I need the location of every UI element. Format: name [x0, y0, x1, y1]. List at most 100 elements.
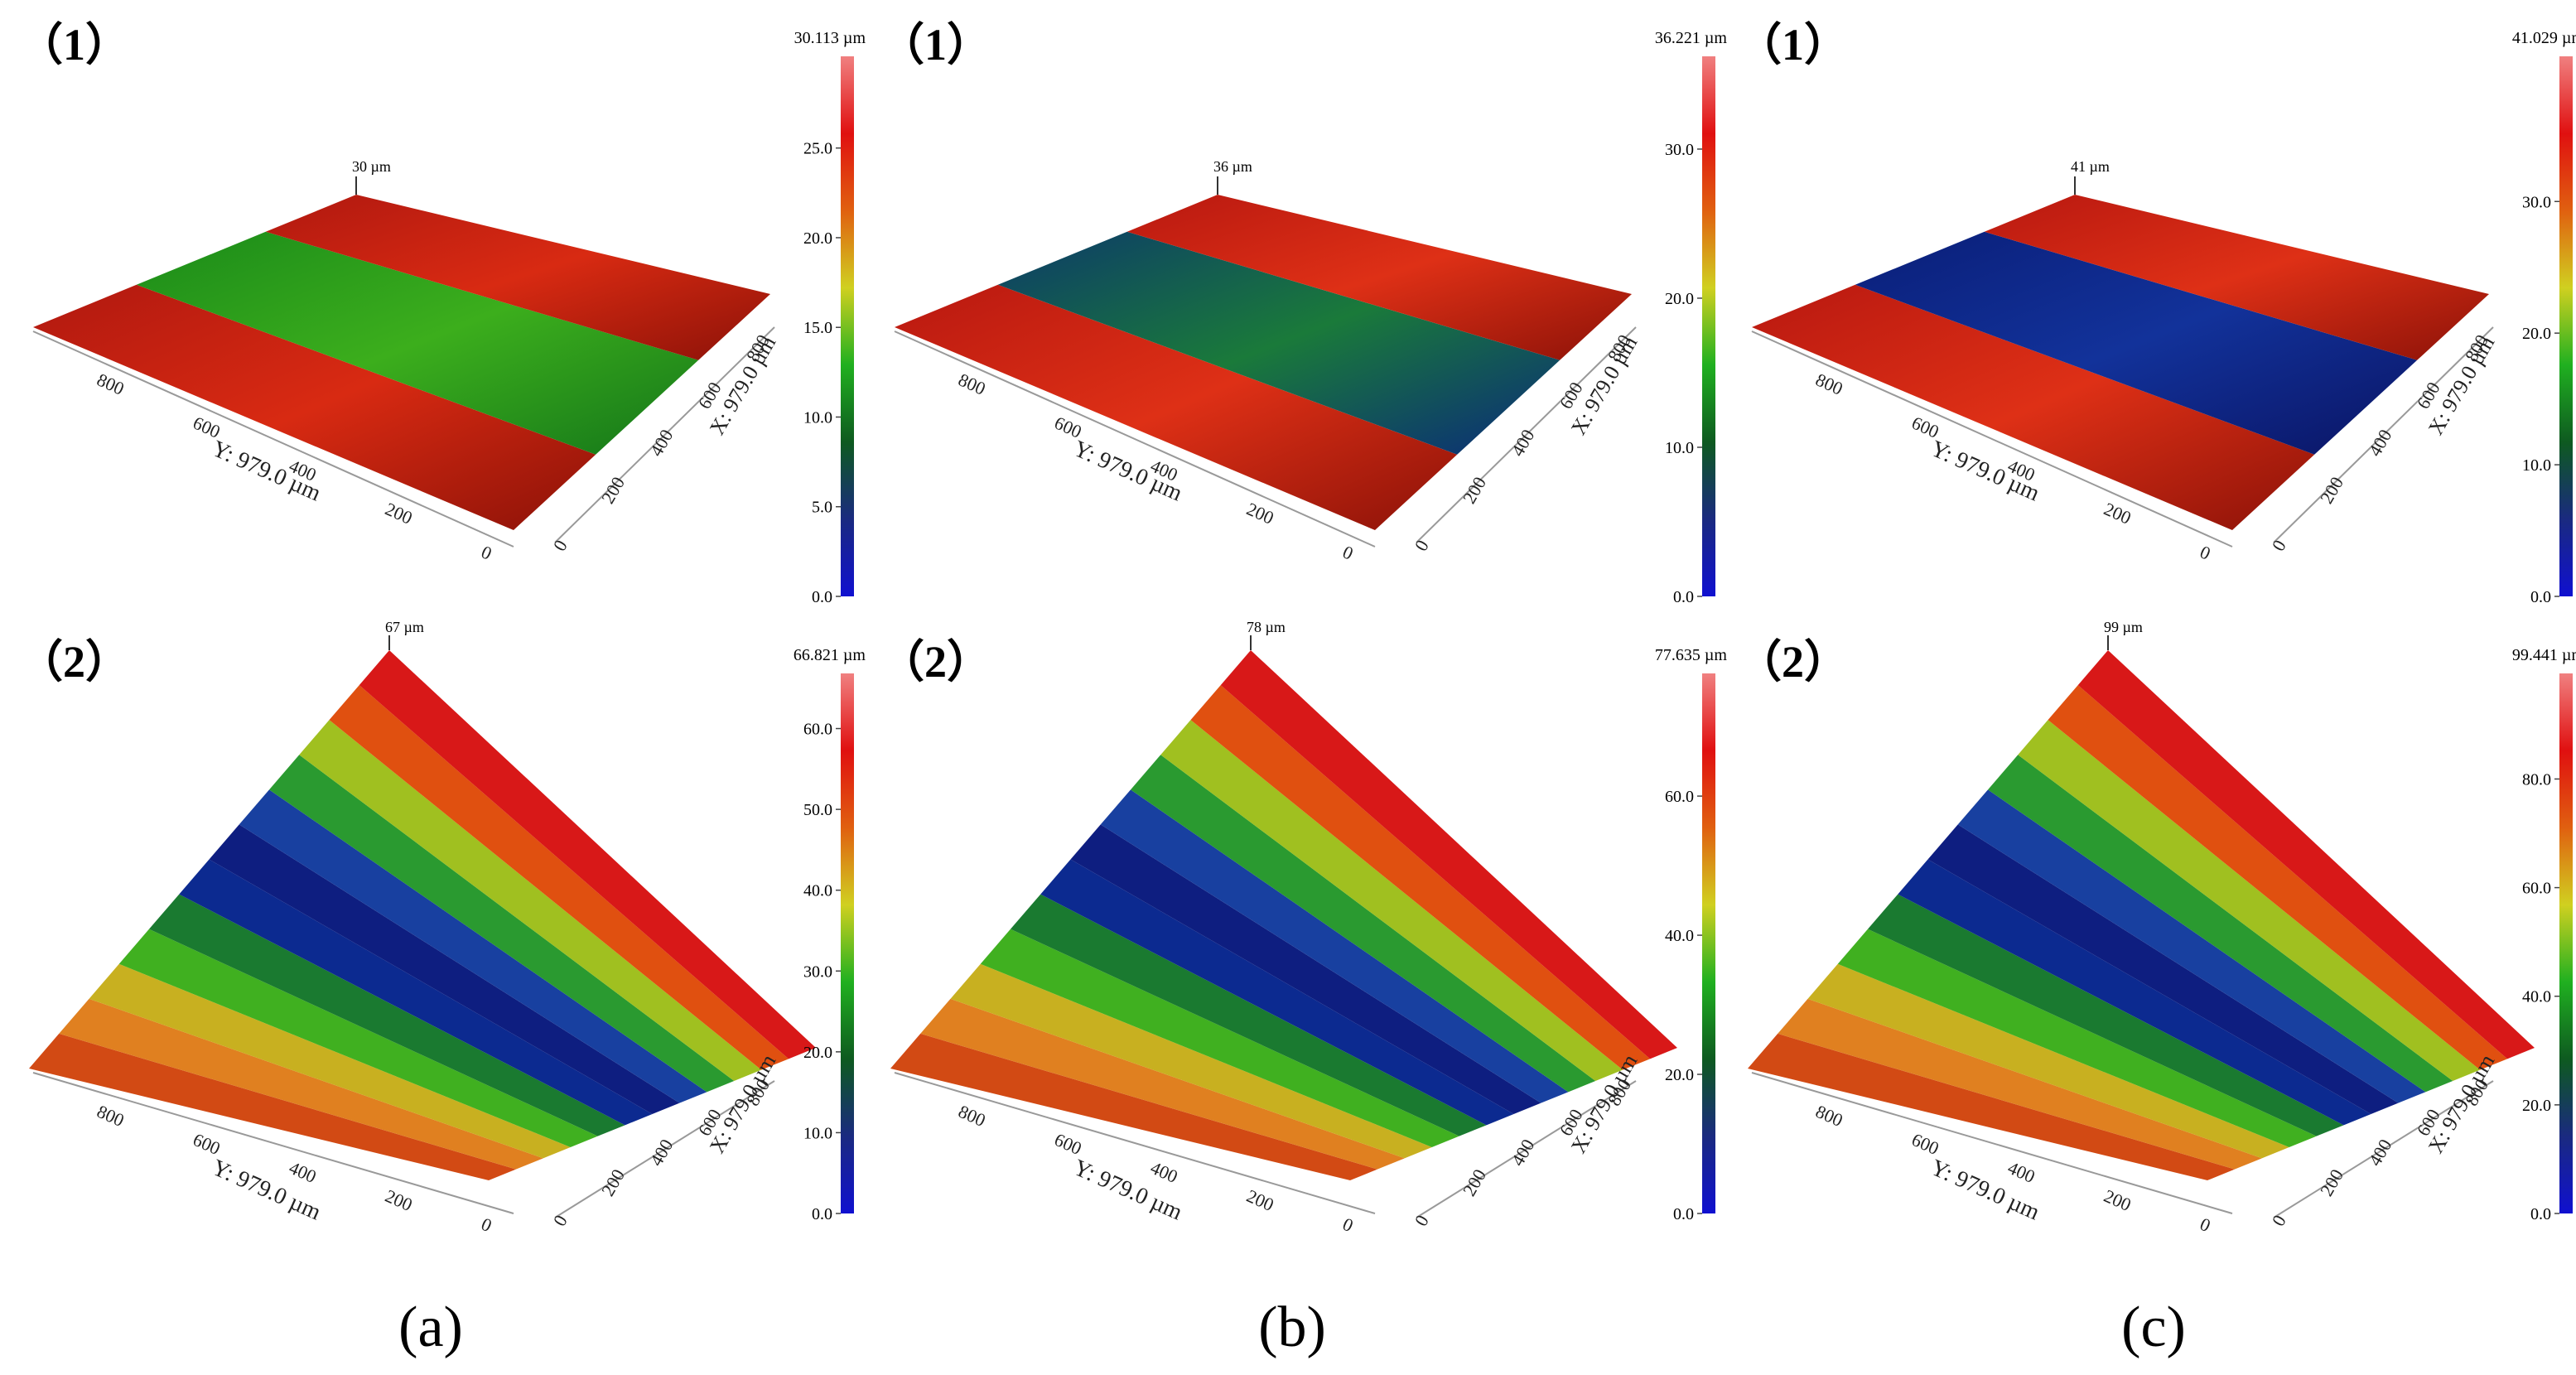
- row-label: （1）: [1737, 20, 1849, 70]
- surface-band: [329, 685, 789, 1070]
- surface-groove: [1855, 231, 2418, 455]
- y-tick-label: 800: [1812, 369, 1845, 399]
- column-labels-layer: (a) (b) (c): [398, 1295, 2186, 1359]
- colorbar: [1702, 56, 1715, 596]
- colorbar-tick-label: 60.0: [803, 721, 832, 739]
- surface-band: [2018, 720, 2481, 1081]
- surface-band: [890, 1033, 1377, 1180]
- x-axis-line: [554, 1080, 775, 1218]
- x-tick-label: 200: [2316, 473, 2347, 507]
- x-tick-label: 200: [1459, 473, 1490, 507]
- x-axis-line: [2273, 1080, 2494, 1218]
- y-tick-label: 200: [1243, 499, 1276, 528]
- surface-edge-far: [1984, 195, 2489, 360]
- surface-band: [980, 929, 1459, 1147]
- colorbar-tick-label: 0.0: [812, 1205, 832, 1223]
- peak-label: 78 µm: [1247, 619, 1286, 635]
- y-tick-label: 0: [1339, 542, 1356, 564]
- colorbar-tick-label: 40.0: [803, 882, 832, 900]
- colorbar-tick-label: 0.0: [1673, 1205, 1694, 1223]
- surface-band: [118, 929, 598, 1147]
- colorbar: [2559, 673, 2573, 1213]
- y-axis-line: [1751, 330, 2233, 548]
- surface-band: [2048, 685, 2508, 1070]
- colorbar-tick-label: 0.0: [812, 588, 832, 606]
- colorbar: [841, 673, 854, 1213]
- x-tick-label: 0: [549, 536, 572, 554]
- colorbar-tick-label: 5.0: [812, 499, 832, 517]
- surface-band: [1190, 685, 1651, 1070]
- y-tick-label: 200: [2101, 1185, 2134, 1215]
- surface-edge-far: [265, 195, 770, 360]
- colorbar-tick-label: 0.0: [1673, 588, 1694, 606]
- surface-band: [1011, 894, 1487, 1136]
- x-tick-label: 0: [2268, 536, 2290, 554]
- x-tick-label: 400: [1507, 426, 1538, 460]
- surface-groove: [997, 231, 1561, 455]
- x-tick-label: 200: [597, 1165, 629, 1199]
- peak-label: 41 µm: [2071, 158, 2110, 175]
- colorbar-tick-label: 25.0: [803, 140, 832, 158]
- colorbar-tick-label: 10.0: [803, 1124, 832, 1142]
- row-label: （1）: [880, 20, 991, 70]
- surface-band: [269, 755, 735, 1093]
- surface-band: [359, 650, 816, 1059]
- x-axis-line: [2273, 326, 2494, 543]
- colorbar-tick-label: 20.0: [1665, 290, 1694, 308]
- y-tick-label: 0: [478, 542, 494, 564]
- surface-band: [1957, 789, 2426, 1103]
- x-tick-label: 400: [645, 426, 677, 460]
- x-tick-label: 400: [2364, 1136, 2395, 1170]
- colorbar-max-label: 41.029 µm: [2512, 29, 2576, 47]
- surface-band: [1898, 859, 2371, 1126]
- surface-band: [1837, 929, 2317, 1147]
- colorbar-tick-label: 20.0: [803, 1044, 832, 1062]
- colorbar-tick-label: 20.0: [2522, 325, 2551, 343]
- surface-groove: [136, 231, 699, 455]
- y-tick-label: 800: [94, 369, 127, 399]
- column-label: (a): [398, 1295, 463, 1359]
- y-tick-label: 0: [1339, 1213, 1356, 1236]
- surface-band: [1100, 789, 1569, 1103]
- surface-band: [239, 789, 707, 1103]
- row-label: （1）: [18, 20, 130, 70]
- y-tick-label: 0: [478, 1213, 494, 1236]
- colorbar-tick-label: 15.0: [803, 319, 832, 337]
- colorbar: [2559, 56, 2573, 596]
- y-axis-line: [32, 1072, 514, 1214]
- x-tick-label: 400: [2364, 426, 2395, 460]
- y-tick-label: 400: [1147, 1157, 1180, 1187]
- colorbar-tick-label: 10.0: [1665, 439, 1694, 457]
- colorbar-max-label: 30.113 µm: [794, 29, 866, 47]
- x-tick-label: 400: [645, 1136, 677, 1170]
- colorbar-max-label: 99.441 µm: [2512, 646, 2576, 664]
- colorbar-tick-label: 60.0: [2522, 880, 2551, 898]
- y-tick-label: 200: [2101, 499, 2134, 528]
- surface-edge-near: [1752, 284, 2315, 530]
- surface-band: [1868, 894, 2344, 1136]
- colorbar-tick-label: 20.0: [2522, 1097, 2551, 1115]
- row-label: （2）: [18, 637, 130, 687]
- colorbar-tick-label: 0.0: [2530, 588, 2551, 606]
- x-tick-label: 200: [597, 473, 629, 507]
- surface-band: [2077, 650, 2535, 1059]
- colorbar-tick-label: 10.0: [2522, 456, 2551, 475]
- colorbar-tick-label: 50.0: [803, 801, 832, 819]
- surface-band: [1927, 824, 2399, 1114]
- surface-band: [299, 720, 762, 1081]
- surface-band: [59, 998, 543, 1170]
- surface-band: [1988, 755, 2453, 1093]
- peak-label: 99 µm: [2104, 619, 2143, 635]
- colorbar-tick-label: 10.0: [803, 408, 832, 427]
- y-tick-label: 200: [382, 499, 415, 528]
- y-axis-line: [1751, 1072, 2233, 1214]
- y-tick-label: 800: [955, 369, 988, 399]
- y-tick-label: 200: [1243, 1185, 1276, 1215]
